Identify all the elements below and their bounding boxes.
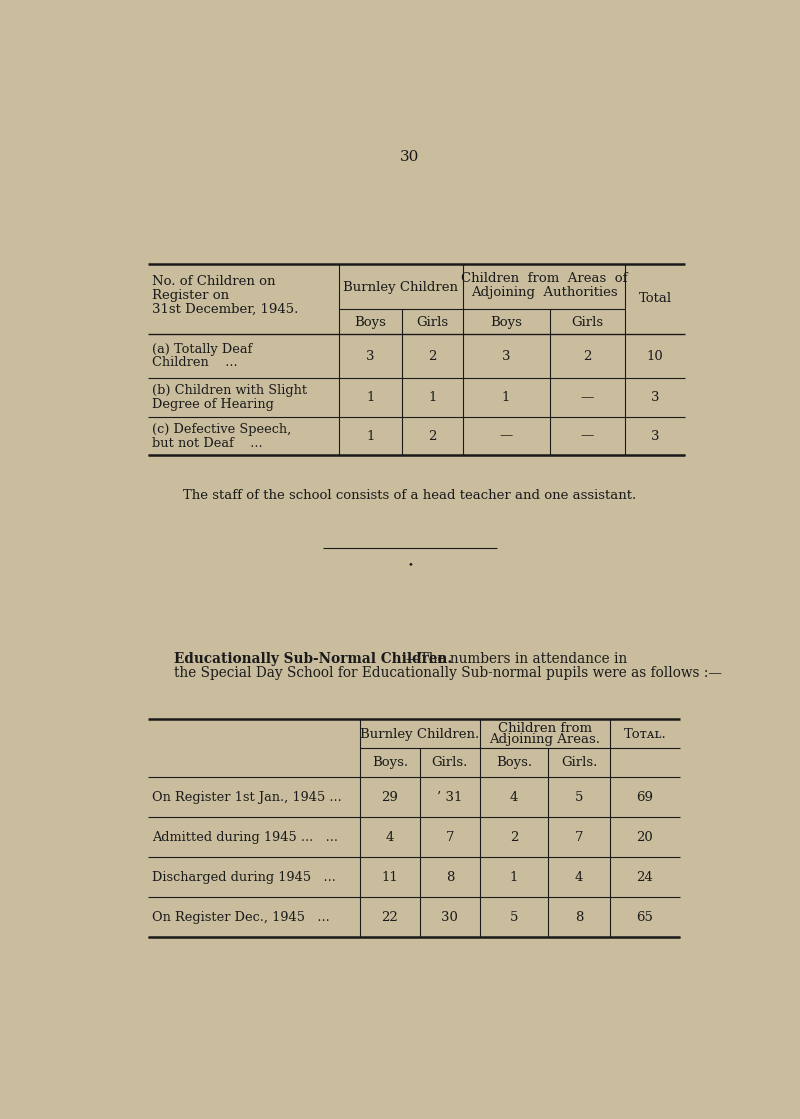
- Text: Admitted during 1945 ...   ...: Admitted during 1945 ... ...: [152, 830, 338, 844]
- Text: (b) Children with Slight: (b) Children with Slight: [152, 384, 307, 397]
- Text: Boys.: Boys.: [372, 756, 408, 769]
- Text: Girls: Girls: [571, 317, 603, 329]
- Text: —The numbers in attendance in: —The numbers in attendance in: [406, 652, 627, 667]
- Text: Boys: Boys: [490, 317, 522, 329]
- Text: Degree of Hearing: Degree of Hearing: [152, 398, 274, 411]
- Text: 4: 4: [510, 791, 518, 803]
- Text: 10: 10: [647, 349, 664, 363]
- Text: 1: 1: [502, 392, 510, 404]
- Text: 2: 2: [583, 349, 592, 363]
- Text: 7: 7: [446, 830, 454, 844]
- Text: On Register Dec., 1945   ...: On Register Dec., 1945 ...: [152, 911, 330, 924]
- Text: 3: 3: [651, 392, 659, 404]
- Text: 4: 4: [386, 830, 394, 844]
- Text: Boys.: Boys.: [496, 756, 532, 769]
- Text: Discharged during 1945   ...: Discharged during 1945 ...: [152, 871, 336, 884]
- Text: but not Deaf    ...: but not Deaf ...: [152, 436, 262, 450]
- Text: 5: 5: [510, 911, 518, 924]
- Text: Tᴏᴛᴀʟ.: Tᴏᴛᴀʟ.: [623, 727, 666, 741]
- Text: (c) Defective Speech,: (c) Defective Speech,: [152, 423, 291, 435]
- Text: 1: 1: [366, 392, 374, 404]
- Text: No. of Children on: No. of Children on: [152, 275, 275, 288]
- Text: Adjoining  Authorities: Adjoining Authorities: [470, 285, 618, 299]
- Text: Total: Total: [638, 292, 672, 304]
- Text: 1: 1: [428, 392, 437, 404]
- Text: Educationally Sub-Normal Children.: Educationally Sub-Normal Children.: [174, 652, 452, 667]
- Text: Girls.: Girls.: [561, 756, 597, 769]
- Text: 65: 65: [636, 911, 654, 924]
- Text: 3: 3: [366, 349, 374, 363]
- Text: 4: 4: [574, 871, 583, 884]
- Text: 11: 11: [382, 871, 398, 884]
- Text: 1: 1: [366, 430, 374, 443]
- Text: Burnley Children: Burnley Children: [343, 281, 458, 294]
- Text: 31st December, 1945.: 31st December, 1945.: [152, 302, 298, 316]
- Text: Girls: Girls: [417, 317, 449, 329]
- Text: 2: 2: [510, 830, 518, 844]
- Text: Girls.: Girls.: [432, 756, 468, 769]
- Text: On Register 1st Jan., 1945 ...: On Register 1st Jan., 1945 ...: [152, 791, 342, 803]
- Text: 2: 2: [428, 349, 437, 363]
- Text: Burnley Children.: Burnley Children.: [360, 727, 479, 741]
- Text: Children from: Children from: [498, 722, 592, 735]
- Text: ’ 31: ’ 31: [438, 791, 462, 803]
- Text: Children    ...: Children ...: [152, 357, 238, 369]
- Text: 3: 3: [502, 349, 510, 363]
- Text: 8: 8: [446, 871, 454, 884]
- Text: 30: 30: [400, 150, 420, 163]
- Text: 7: 7: [574, 830, 583, 844]
- Text: 22: 22: [382, 911, 398, 924]
- Text: 69: 69: [636, 791, 654, 803]
- Text: 29: 29: [382, 791, 398, 803]
- Text: 1: 1: [510, 871, 518, 884]
- Text: 2: 2: [428, 430, 437, 443]
- Text: 5: 5: [574, 791, 583, 803]
- Text: 24: 24: [637, 871, 654, 884]
- Text: 3: 3: [651, 430, 659, 443]
- Text: The staff of the school consists of a head teacher and one assistant.: The staff of the school consists of a he…: [183, 489, 637, 502]
- Text: Boys: Boys: [354, 317, 386, 329]
- Text: —: —: [581, 430, 594, 443]
- Text: •: •: [407, 561, 413, 570]
- Text: Adjoining Areas.: Adjoining Areas.: [490, 733, 600, 746]
- Text: 30: 30: [442, 911, 458, 924]
- Text: the Special Day School for Educationally Sub-normal pupils were as follows :—: the Special Day School for Educationally…: [174, 666, 722, 680]
- Text: —: —: [499, 430, 513, 443]
- Text: 8: 8: [574, 911, 583, 924]
- Text: —: —: [581, 392, 594, 404]
- Text: Register on: Register on: [152, 289, 229, 302]
- Text: Children  from  Areas  of: Children from Areas of: [461, 272, 627, 284]
- Text: 20: 20: [637, 830, 654, 844]
- Text: (a) Totally Deaf: (a) Totally Deaf: [152, 342, 252, 356]
